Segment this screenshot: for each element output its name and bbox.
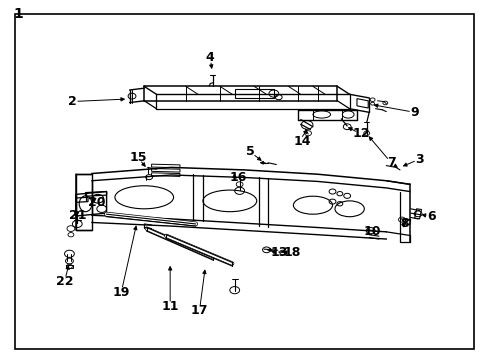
Text: 7: 7 [386,156,395,169]
Text: 13: 13 [270,246,288,259]
Text: 8: 8 [400,217,408,230]
Text: 11: 11 [161,300,179,313]
Text: 20: 20 [88,196,105,209]
Text: 3: 3 [414,153,423,166]
Text: 22: 22 [56,275,73,288]
Text: 15: 15 [129,151,146,164]
Text: 12: 12 [351,127,369,140]
Text: 4: 4 [205,51,214,64]
Text: 2: 2 [68,95,77,108]
Text: 19: 19 [112,286,130,299]
Text: 14: 14 [293,135,310,148]
Text: 16: 16 [229,171,247,184]
Text: 10: 10 [363,225,381,238]
Text: 6: 6 [426,210,435,223]
Text: 17: 17 [190,304,208,317]
Text: 5: 5 [245,145,254,158]
Text: 18: 18 [283,246,301,259]
Text: 21: 21 [68,209,86,222]
Text: 1: 1 [14,7,23,21]
Text: 9: 9 [409,106,418,119]
